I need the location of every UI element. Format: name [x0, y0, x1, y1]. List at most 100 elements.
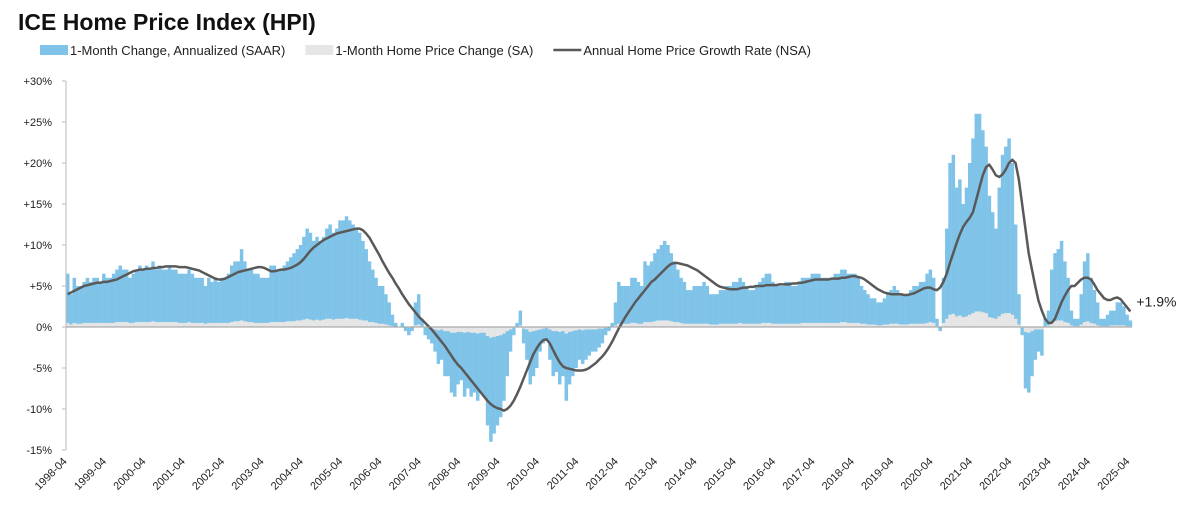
bar	[102, 273, 106, 327]
bar	[472, 327, 477, 333]
bar	[420, 318, 424, 327]
bar	[433, 327, 437, 352]
bar	[984, 313, 988, 327]
bar	[800, 322, 805, 327]
x-tick-label: 2005-04	[308, 456, 345, 493]
bar	[856, 277, 860, 327]
x-tick-label: 2024-04	[1056, 456, 1093, 493]
bar	[443, 327, 447, 332]
bar	[364, 320, 368, 327]
bar	[338, 220, 342, 327]
y-tick-label: 0%	[36, 322, 52, 334]
bar	[908, 323, 913, 327]
bar	[630, 277, 634, 327]
bar	[859, 323, 864, 327]
bar	[266, 322, 270, 327]
bar	[1040, 327, 1044, 330]
bar	[262, 277, 267, 327]
bar	[672, 322, 677, 327]
bar	[748, 323, 752, 327]
bar	[1036, 327, 1041, 352]
bar	[125, 269, 129, 327]
bar	[1102, 318, 1106, 327]
bar	[95, 322, 99, 327]
bar	[1030, 327, 1034, 377]
bar	[518, 325, 523, 327]
bar	[558, 327, 562, 385]
bar	[131, 273, 136, 327]
bar	[735, 281, 739, 327]
bar	[574, 327, 578, 368]
bar	[640, 286, 644, 327]
x-tick-label: 2010-04	[505, 456, 542, 493]
bar	[230, 265, 234, 327]
bar	[433, 327, 437, 330]
bar	[905, 294, 910, 327]
bar	[1036, 327, 1041, 330]
bar	[620, 323, 624, 327]
bar	[1023, 327, 1028, 332]
bar	[1115, 325, 1120, 327]
bar	[964, 187, 969, 327]
bar	[249, 269, 254, 327]
bar	[148, 322, 152, 327]
bar	[1118, 325, 1123, 327]
bar	[636, 281, 641, 327]
bar	[859, 286, 864, 327]
bar	[456, 327, 460, 385]
legend-label: 1-Month Home Price Change (SA)	[335, 43, 533, 58]
bar	[886, 294, 890, 327]
bar	[554, 327, 559, 373]
x-tick-label: 2012-04	[584, 456, 621, 493]
bar	[538, 327, 542, 330]
bar	[233, 321, 237, 327]
bar	[659, 320, 664, 327]
bar	[968, 163, 972, 327]
bar	[600, 327, 605, 329]
bar	[771, 323, 775, 327]
bar	[1063, 322, 1067, 327]
bar	[790, 323, 795, 327]
bar	[643, 261, 647, 327]
bar	[82, 281, 86, 327]
x-tick-label: 2014-04	[662, 456, 699, 493]
bar	[725, 323, 729, 327]
bar	[272, 322, 277, 327]
bar	[797, 281, 801, 327]
bar	[223, 277, 227, 327]
bar	[1004, 313, 1008, 327]
bar	[1059, 240, 1064, 327]
bar	[1099, 318, 1103, 327]
bar	[148, 269, 152, 327]
bar	[134, 322, 139, 327]
bar	[951, 313, 956, 327]
bar	[1125, 314, 1129, 327]
bar	[738, 277, 742, 327]
bar	[872, 298, 877, 327]
bar	[928, 322, 933, 327]
bar	[259, 322, 263, 327]
bar	[823, 277, 828, 327]
bar	[669, 321, 673, 327]
bar	[187, 269, 191, 327]
bar	[689, 323, 693, 327]
bar	[364, 249, 368, 327]
bar	[892, 286, 897, 327]
bar	[72, 277, 77, 327]
bar	[925, 322, 929, 327]
bar	[787, 323, 792, 327]
bar	[1046, 325, 1051, 327]
bar	[830, 322, 834, 327]
bar	[971, 313, 975, 327]
bar	[767, 322, 772, 327]
bar	[138, 322, 142, 327]
x-tick-label: 2003-04	[230, 456, 267, 493]
bar	[781, 323, 785, 327]
bar	[744, 286, 749, 327]
bar	[938, 327, 942, 332]
bar	[695, 286, 700, 327]
bar	[485, 327, 490, 337]
bar	[843, 322, 847, 327]
bar	[544, 327, 549, 340]
bar	[459, 327, 464, 381]
